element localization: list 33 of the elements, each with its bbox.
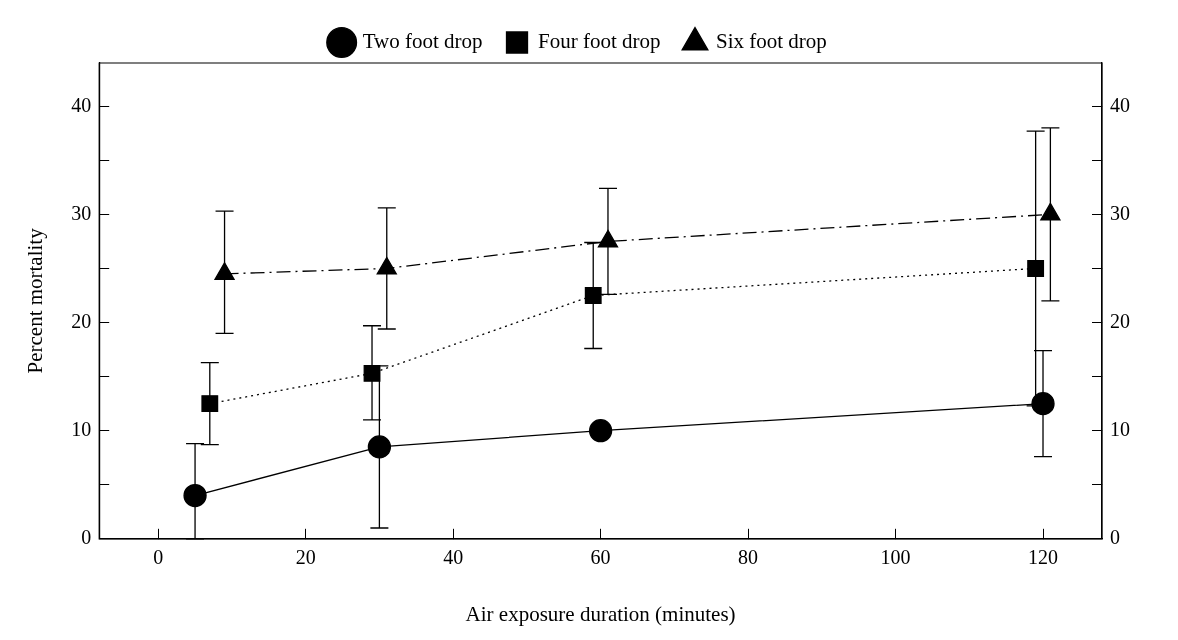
y-tick-label: 20 (71, 309, 92, 332)
point (201, 395, 219, 413)
x-tick-label: 120 (1028, 546, 1059, 569)
x-tick-label: 60 (590, 546, 611, 569)
x-tick-label: 80 (738, 546, 759, 569)
point (588, 419, 613, 443)
legend-label: Four foot drop (538, 29, 661, 54)
x-tick-label: 100 (880, 546, 911, 569)
y2-tick-label: 0 (1110, 526, 1120, 549)
point (584, 287, 602, 304)
y-tick-label: 30 (71, 201, 92, 224)
x-tick-label: 0 (153, 546, 164, 569)
legend-label: Six foot drop (716, 29, 827, 54)
point (363, 364, 381, 382)
x-tick-label: 40 (443, 546, 464, 569)
legend-label: Two foot drop (362, 29, 483, 54)
point (1040, 202, 1061, 221)
point (597, 229, 619, 248)
y-axis-title: Percent mortality (23, 227, 48, 374)
y2-tick-label: 30 (1110, 201, 1130, 224)
y-tick-label: 10 (71, 417, 92, 440)
point (1031, 391, 1055, 416)
x-axis-title: Air exposure duration (minutes) (465, 601, 736, 626)
y2-tick-label: 20 (1110, 309, 1130, 332)
y-tick-label: 40 (71, 93, 92, 116)
y-tick-label: 0 (81, 526, 92, 549)
point (367, 435, 392, 459)
x-tick-label: 20 (295, 546, 316, 569)
point (376, 256, 397, 275)
y2-tick-label: 40 (1110, 93, 1130, 116)
y2-tick-label: 10 (1110, 417, 1130, 440)
point (214, 262, 235, 281)
point (183, 483, 207, 508)
